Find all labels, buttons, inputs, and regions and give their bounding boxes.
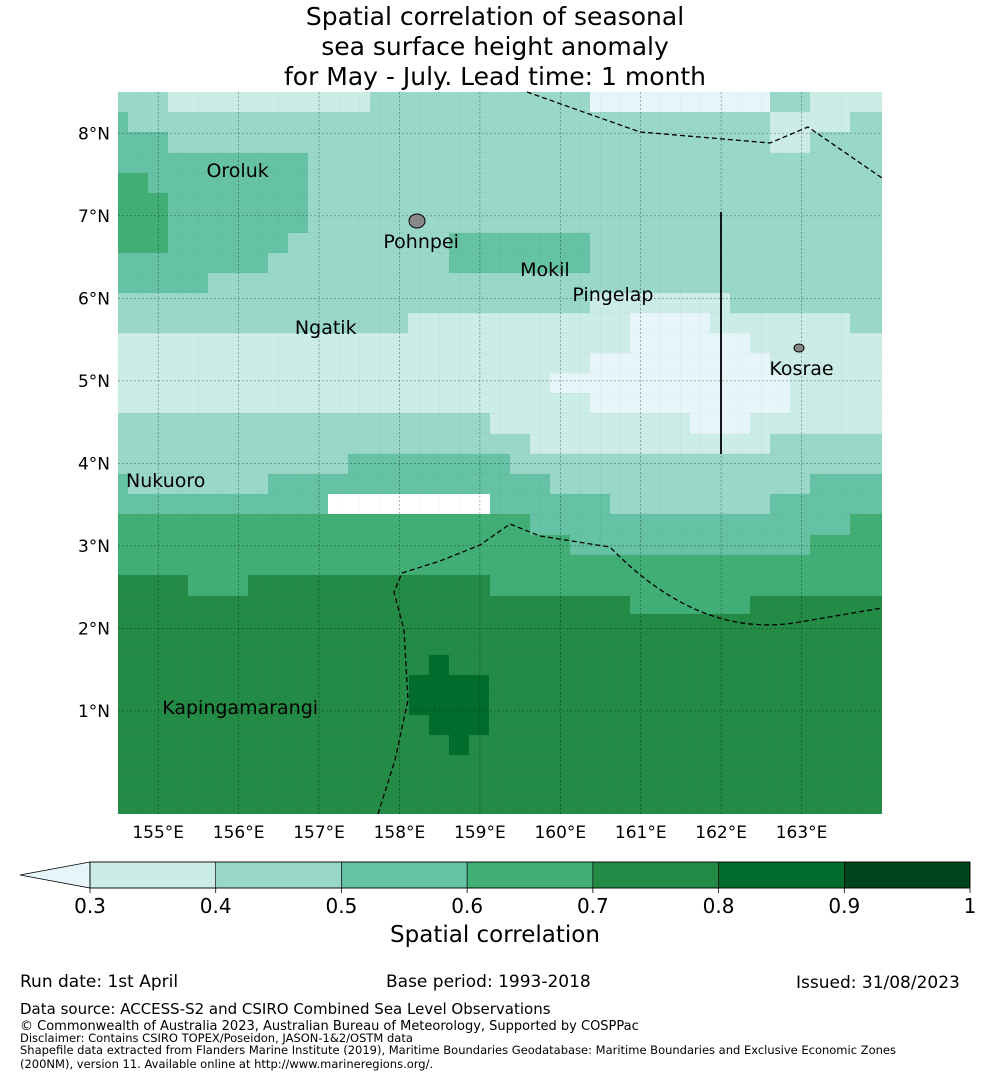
lon-tick-label: 155°E [132,823,184,843]
correlation-band [409,655,489,755]
colorbar-segment [466,861,594,889]
colorbar: 0.3 0.4 0.5 0.6 0.7 0.8 0.9 1 [19,861,977,918]
colorbar-segment [341,861,468,889]
colorbar-tick-label: 0.7 [577,894,609,918]
colorbar-under-arrow [19,861,91,889]
correlation-band [449,233,590,273]
pohnpei-island [408,213,426,229]
lon-tick-label: 157°E [293,823,345,843]
shapefile-credit-1: Shapefile data extracted from Flanders M… [20,1043,896,1057]
correlation-band [118,173,168,253]
colorbar-segment [89,861,217,889]
correlation-band [168,92,882,173]
kosrae-island [793,343,805,353]
place-label-pohnpei: Pohnpei [383,230,459,253]
place-label-nukuoro: Nukuoro [126,469,206,492]
lat-tick-label: 1°N [78,702,110,722]
axis-tick-labels: 155°E 156°E 157°E 158°E 159°E 160°E 161°E 162°E… [78,124,827,843]
colorbar-segment [718,861,845,889]
colorbar-segment [592,861,719,889]
place-label-kosrae: Kosrae [769,358,834,381]
graticule [117,91,883,814]
lon-tick-label: 156°E [213,823,265,843]
copyright: © Commonwealth of Australia 2023, Austra… [20,1019,639,1034]
colorbar-frame [89,861,971,889]
run-date: Run date: 1st April [20,972,179,992]
colorbar-label: Spatial correlation [390,922,600,948]
colorbar-segment [215,861,342,889]
colorbar-tick-label: 0.5 [326,894,358,918]
eez-boundaries [377,91,883,815]
place-label-ngatik: Ngatik [294,317,357,340]
place-label-kapingamarangi: Kapingamarangi [162,696,319,719]
title-line-1: Spatial correlation of seasonal [305,2,685,31]
lon-tick-label: 162°E [695,823,747,843]
lon-tick-label: 163°E [776,823,828,843]
title-line-2: sea surface height anomaly [321,32,669,61]
colorbar-tick-label: 0.4 [200,894,232,918]
title-line-3: for May - July. Lead time: 1 month [283,62,707,91]
disclaimer: Disclaimer: Contains CSIRO TOPEX/Poseido… [20,1031,413,1045]
correlation-band [118,92,882,333]
place-label-mokil: Mokil [520,259,570,282]
issued-date: Issued: 31/08/2023 [796,973,960,993]
shapefile-credit-2: (200NM), version 11. Available online at… [20,1057,434,1071]
correlation-band [590,92,770,112]
data-source: Data source: ACCESS-S2 and CSIRO Combine… [20,1000,551,1018]
lon-tick-label: 161°E [615,823,667,843]
lat-tick-label: 8°N [78,124,110,144]
correlation-band [550,313,790,434]
colorbar-tick-label: 0.6 [451,894,483,918]
colorbar-tick-label: 0.3 [74,894,106,918]
place-label-oroluk: Oroluk [206,160,269,183]
eez-boundary-south [377,523,883,815]
correlation-band [118,575,882,814]
lat-tick-label: 3°N [78,537,110,557]
lon-tick-label: 160°E [534,823,586,843]
island-shapes [408,213,805,353]
lon-tick-label: 159°E [454,823,506,843]
eez-boundary-north [526,91,883,179]
lat-tick-label: 4°N [78,454,110,474]
correlation-bands [118,92,882,814]
lat-tick-label: 5°N [78,372,110,392]
colorbar-tick-label: 1 [964,894,977,918]
base-period: Base period: 1993-2018 [386,972,591,992]
place-label-pingelap: Pingelap [572,284,654,307]
lon-tick-label: 158°E [374,823,426,843]
lat-tick-label: 2°N [78,619,110,639]
colorbar-tick-label: 0.8 [703,894,735,918]
lat-tick-label: 7°N [78,207,110,227]
colorbar-tick-label: 0.9 [828,894,860,918]
colorbar-segment [843,861,971,889]
lat-tick-label: 6°N [78,289,110,309]
chart-title: Spatial correlation of seasonal sea surf… [0,2,990,92]
